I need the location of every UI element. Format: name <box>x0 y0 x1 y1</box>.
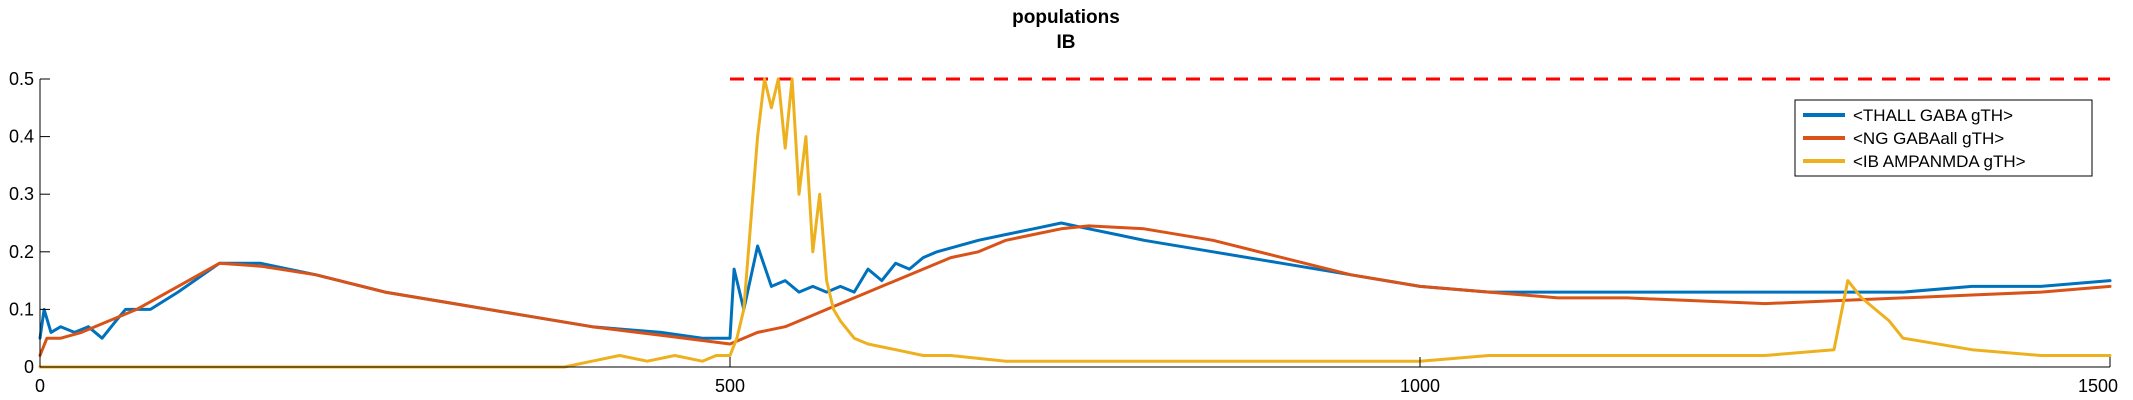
x-tick-label: 0 <box>35 376 45 396</box>
series-line-2 <box>38 224 2112 357</box>
chart-title: populations IB <box>1012 7 1120 53</box>
legend-label: <THALL GABA gTH> <box>1853 106 2013 125</box>
y-tick-label: 0.1 <box>9 299 34 319</box>
chart-title-line-1: populations <box>1012 7 1120 28</box>
series-line-3 <box>38 77 2112 369</box>
x-tick-label: 1000 <box>1400 376 1440 396</box>
chart-title-line-2: IB <box>1057 32 1076 53</box>
y-tick-label: 0 <box>24 357 34 377</box>
y-tick-label: 0.5 <box>9 69 34 89</box>
x-tick-label: 500 <box>715 376 745 396</box>
plot-area <box>38 77 2112 369</box>
axes: 0 0.1 0.2 0.3 0.4 0.5 0 500 1000 1500 <box>9 69 2118 396</box>
legend: <THALL GABA gTH> <NG GABAall gTH> <IB AMPA… <box>1794 99 2093 177</box>
legend-label: <IB AMPANMDA gTH> <box>1853 152 2026 171</box>
y-tick-label: 0.4 <box>9 127 34 147</box>
x-tick-label: 1500 <box>2078 376 2118 396</box>
legend-label: <NG GABAall gTH> <box>1853 129 2004 148</box>
series-line-1 <box>38 221 2112 340</box>
y-tick-label: 0.2 <box>9 242 34 262</box>
y-tick-label: 0.3 <box>9 184 34 204</box>
